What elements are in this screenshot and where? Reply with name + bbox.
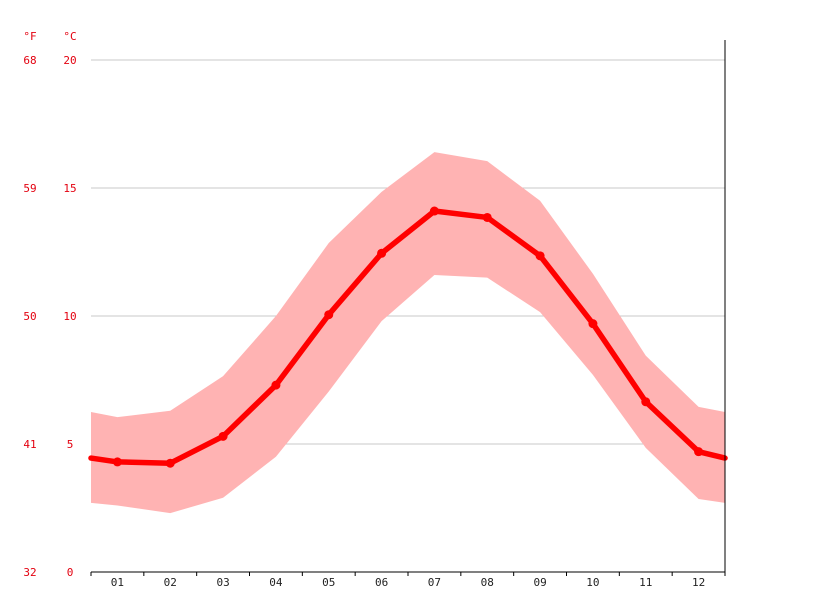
celsius-unit-label: °C — [63, 30, 76, 43]
axes — [90, 40, 726, 576]
data-point — [429, 206, 439, 216]
y-tick-fahrenheit: 68 — [23, 54, 36, 67]
fahrenheit-unit-label: °F — [23, 30, 36, 43]
x-tick-label: 08 — [481, 576, 494, 589]
x-tick-label: 09 — [533, 576, 546, 589]
y-tick-celsius: 10 — [63, 310, 76, 323]
data-point — [641, 397, 651, 407]
data-point — [377, 248, 387, 258]
data-point — [482, 212, 492, 222]
data-point — [112, 457, 122, 467]
x-tick-label: 01 — [111, 576, 124, 589]
x-tick-label: 03 — [216, 576, 229, 589]
x-tick-label: 10 — [586, 576, 599, 589]
y-tick-celsius: 20 — [63, 54, 76, 67]
x-tick-label: 11 — [639, 576, 652, 589]
y-tick-fahrenheit: 59 — [23, 182, 36, 195]
y-tick-celsius: 0 — [67, 566, 74, 579]
data-point — [694, 447, 704, 457]
x-tick-labels: 01 02 03 04 05 06 07 08 09 10 11 12 — [111, 576, 705, 589]
data-points — [112, 206, 704, 468]
range-band — [91, 152, 725, 514]
x-tick-label: 02 — [164, 576, 177, 589]
x-tick-label: 07 — [428, 576, 441, 589]
temperature-line — [88, 208, 728, 466]
x-tick-label: 05 — [322, 576, 335, 589]
y-tick-fahrenheit: 32 — [23, 566, 36, 579]
data-point — [324, 310, 334, 320]
data-point — [271, 380, 281, 390]
y-tick-fahrenheit: 41 — [23, 438, 36, 451]
data-point — [218, 431, 228, 441]
y-tick-fahrenheit: 50 — [23, 310, 36, 323]
y-tick-labels: 0 32 5 41 10 50 15 59 20 68 — [23, 54, 76, 579]
series-line — [88, 208, 728, 466]
data-point — [588, 319, 598, 329]
range-band-area — [91, 152, 725, 514]
y-tick-celsius: 5 — [67, 438, 74, 451]
y-tick-celsius: 15 — [63, 182, 76, 195]
x-tick-label: 12 — [692, 576, 705, 589]
data-point — [535, 251, 545, 261]
x-tick-label: 04 — [269, 576, 283, 589]
data-point — [165, 458, 175, 468]
x-tick-label: 06 — [375, 576, 388, 589]
